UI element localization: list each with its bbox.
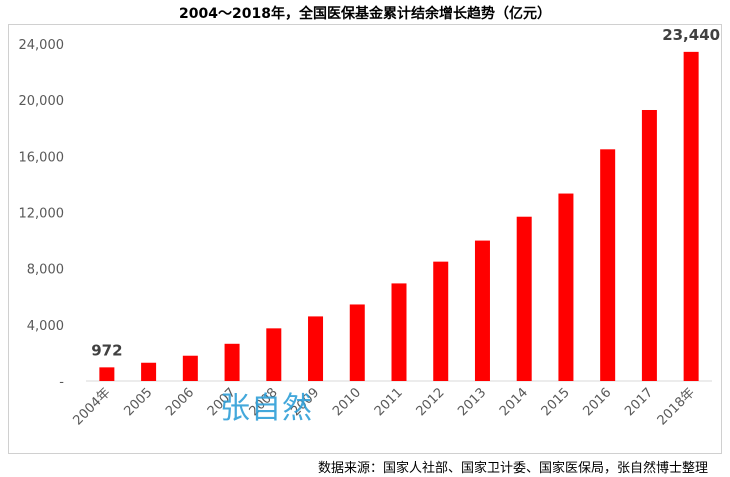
watermark-text: 张自然 [220,391,313,426]
x-tick-label: 2011 [372,385,406,419]
x-tick-label: 2014 [497,385,531,419]
x-tick-label: 2018年 [655,385,698,428]
bar [433,261,449,381]
y-tick-label: 24,000 [19,38,65,53]
x-tick-label: 2004年 [70,385,113,428]
bar [558,193,574,381]
bar [391,283,407,381]
bar [516,216,532,381]
source-note: 数据来源：国家人社部、国家卫计委、国家医保局，张自然博士整理 [317,461,708,476]
bar [99,367,115,381]
bar [683,51,699,381]
bar [308,316,324,381]
bar [600,149,616,381]
chart-frame [8,24,722,454]
x-tick-label: 2006 [163,385,197,419]
y-tick-label: 20,000 [19,94,65,109]
y-tick-label: 16,000 [19,150,65,165]
bar [224,343,240,381]
x-tick-label: 2015 [539,385,573,419]
y-tick-label: 12,000 [19,207,65,222]
bar [349,304,365,381]
x-tick-label: 2016 [580,385,614,419]
y-tick-label: - [59,375,64,390]
bar [641,109,657,381]
x-tick-label: 2010 [330,385,364,419]
data-label: 972 [91,341,122,359]
x-tick-label: 2013 [455,385,489,419]
bar [266,328,282,381]
bar [141,362,157,381]
x-tick-label: 2005 [121,385,155,419]
x-tick-label: 2017 [622,385,656,419]
y-tick-label: 4,000 [27,319,64,334]
x-tick-label: 2012 [414,385,448,419]
chart-title: 2004～2018年，全国医保基金累计结余增长趋势（亿元） [179,6,551,22]
data-label: 23,440 [662,26,720,44]
bar [182,355,198,381]
bar [474,240,490,381]
y-tick-label: 8,000 [27,263,64,278]
